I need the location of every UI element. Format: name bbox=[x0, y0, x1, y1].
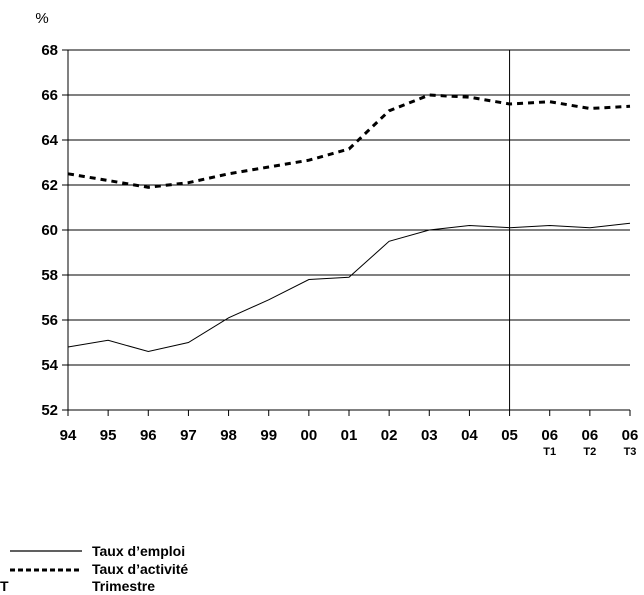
series-line-activity bbox=[68, 95, 630, 187]
x-tick-label: 99 bbox=[260, 427, 277, 444]
x-tick-label: 97 bbox=[180, 427, 197, 444]
x-axis-ticks: 94 95 96 97 98 99 00 01 02 03 04 05 06 T1 06 T2 06 T3 bbox=[60, 410, 639, 458]
x-tick-label: 06 bbox=[541, 427, 558, 444]
series-line-employment bbox=[68, 223, 630, 351]
y-tick-label: 54 bbox=[41, 357, 58, 374]
y-tick-label: 58 bbox=[41, 267, 58, 284]
x-tick-label: 05 bbox=[501, 427, 518, 444]
x-tick-label: 00 bbox=[301, 427, 318, 444]
x-tick-label: 01 bbox=[341, 427, 358, 444]
grid bbox=[68, 50, 630, 410]
y-axis-ticks: 52 54 56 58 60 62 64 66 68 bbox=[41, 42, 68, 419]
y-tick-label: 64 bbox=[41, 132, 58, 149]
y-tick-label: 60 bbox=[41, 222, 58, 239]
y-tick-label: 66 bbox=[41, 87, 58, 104]
line-chart: % 52 54 56 58 60 62 64 66 68 94 95 96 97 98 99 00 01 02 0… bbox=[0, 0, 644, 583]
y-unit-label: % bbox=[35, 10, 48, 27]
y-tick-label: 62 bbox=[41, 177, 58, 194]
x-tick-label: 03 bbox=[421, 427, 438, 444]
x-tick-label: 95 bbox=[100, 427, 117, 444]
x-tick-sublabel: T1 bbox=[543, 446, 556, 458]
series-lines bbox=[68, 95, 630, 352]
x-tick-label: 04 bbox=[461, 427, 478, 444]
x-tick-label: 98 bbox=[220, 427, 237, 444]
y-tick-label: 56 bbox=[41, 312, 58, 329]
x-tick-label: 06 bbox=[582, 427, 599, 444]
y-tick-label: 52 bbox=[41, 402, 58, 419]
x-tick-label: 96 bbox=[140, 427, 157, 444]
x-tick-sublabel: T2 bbox=[583, 446, 596, 458]
x-tick-label: 02 bbox=[381, 427, 398, 444]
x-tick-label: 06 bbox=[622, 427, 639, 444]
y-tick-label: 68 bbox=[41, 42, 58, 59]
x-tick-sublabel: T3 bbox=[624, 446, 637, 458]
x-tick-label: 94 bbox=[60, 427, 77, 444]
